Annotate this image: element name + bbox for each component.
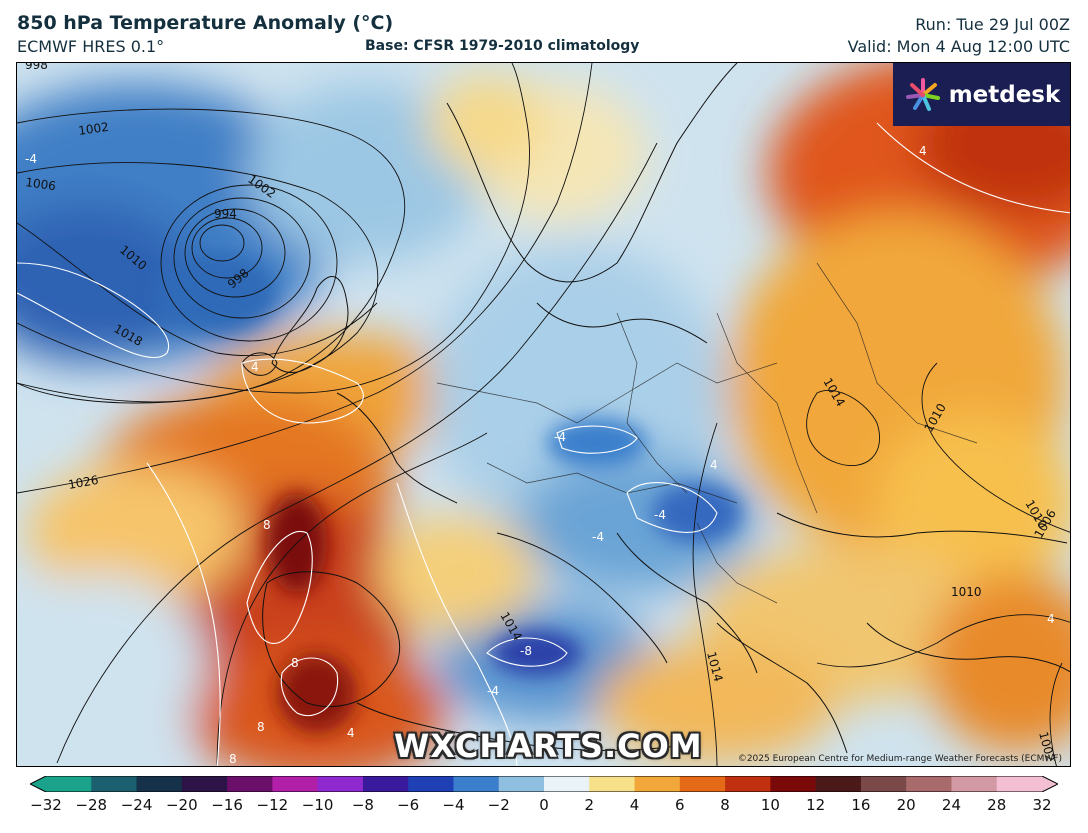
valid-time: Valid: Mon 4 Aug 12:00 UTC (847, 37, 1070, 56)
metdesk-star-icon (905, 77, 940, 111)
colorbar-tick-label: 32 (1032, 796, 1052, 814)
colorbar-tick-label: 16 (851, 796, 871, 814)
colorbar (30, 776, 1058, 792)
colorbar-tick-label: −20 (165, 796, 198, 814)
colorbar-segment (634, 776, 681, 792)
colorbar-tick-label: −16 (211, 796, 243, 814)
colorbar-tick-label: −4 (442, 796, 465, 814)
colorbar-segment (46, 776, 92, 792)
colorbar-segment (362, 776, 409, 792)
colorbar-segment (906, 776, 953, 792)
colorbar-tick-label: 24 (941, 796, 961, 814)
anomaly-label: -4 (554, 430, 566, 444)
colorbar-tick-label: −32 (30, 796, 62, 814)
isobar-label: 1026 (67, 473, 100, 492)
colorbar-tick-label: 2 (584, 796, 595, 814)
colorbar-segment (272, 776, 319, 792)
colorbar-segment (770, 776, 817, 792)
copyright-notice: ©2025 European Centre for Medium-range W… (737, 754, 1062, 764)
colorbar-segment (860, 776, 907, 792)
colorbar-tick-label: 8 (720, 796, 730, 814)
isobar-label: 994 (214, 207, 237, 221)
anomaly-label: -4 (487, 684, 499, 698)
anomaly-label: -4 (25, 152, 37, 166)
metdesk-logo: metdesk (893, 63, 1070, 126)
watermark: WXCHARTS.COM (394, 727, 703, 765)
run-time: Run: Tue 29 Jul 00Z (915, 15, 1070, 34)
anomaly-label: 4 (710, 458, 718, 472)
colorbar-tick-label: −24 (120, 796, 153, 814)
anomaly-label: 4 (1047, 612, 1055, 626)
colorbar-tick-label: −10 (301, 796, 334, 814)
colorbar-tick-label: 0 (539, 796, 549, 814)
anomaly-label: 4 (251, 360, 259, 374)
colorbar-segment (181, 776, 228, 792)
colorbar-tick-label: 20 (896, 796, 916, 814)
colorbar-segment (996, 776, 1043, 792)
coastlines (241, 63, 1070, 754)
colorbar-segment (815, 776, 862, 792)
country-borders (436, 262, 978, 604)
colorbar-segment (136, 776, 183, 792)
isobar-label: 998 (25, 63, 48, 72)
colorbar-tick-label: 28 (987, 796, 1007, 814)
colorbar-segment (544, 776, 590, 792)
anomaly-label: 8 (291, 656, 299, 670)
anomaly-label: 4 (919, 144, 927, 158)
colorbar-segment (725, 776, 771, 792)
colorbar-tick-label: −2 (487, 796, 510, 814)
isobar-label: 1002 (77, 120, 109, 138)
logo-text: metdesk (948, 81, 1061, 108)
anomaly-label: -4 (654, 508, 666, 522)
colorbar-segment (91, 776, 138, 792)
isobar-label: 1010 (951, 585, 982, 599)
climatology-base: Base: CFSR 1979-2010 climatology (365, 38, 640, 54)
colorbar-segment (227, 776, 273, 792)
anomaly-map: 998 1002 1006 1002 994 1010 998 1018 102… (16, 62, 1071, 767)
anomaly-label: 8 (257, 720, 265, 734)
colorbar-segment (408, 776, 455, 792)
colorbar-tick-label: 6 (675, 796, 685, 814)
chart-title: 850 hPa Temperature Anomaly (°C) (17, 12, 394, 34)
colorbar-tick-label: −6 (397, 796, 420, 814)
isobars (17, 63, 1070, 766)
anomaly-labels: 4 4 -4 8 8 8 8 -4 -4 -8 -4 4 4 -4 4 (25, 144, 1055, 766)
colorbar-segment (453, 776, 500, 792)
model-name: ECMWF HRES 0.1° (17, 37, 165, 56)
colorbar-tick-label: −8 (351, 796, 374, 814)
isobar-label: 1006 (25, 175, 57, 193)
colorbar-tick-label: 12 (806, 796, 826, 814)
colorbar-tick-label: −12 (256, 796, 289, 814)
anomaly-label: 4 (347, 726, 355, 740)
colorbar-segment (589, 776, 636, 792)
colorbar-left-arrow (30, 776, 46, 792)
colorbar-segment (498, 776, 545, 792)
colorbar-ticks: −32 −28 −24 −20 −16 −12 −10 −8 −6 −4 −2 0 2 4 6 8 10 12 16… (0, 796, 1088, 820)
anomaly-label: -4 (592, 530, 604, 544)
colorbar-tick-label: −28 (75, 796, 108, 814)
colorbar-tick-label: 4 (629, 796, 640, 814)
colorbar-tick-label: 10 (760, 796, 780, 814)
colorbar-segment (679, 776, 726, 792)
map-svg: 998 1002 1006 1002 994 1010 998 1018 102… (17, 63, 1070, 766)
anomaly-label: -8 (520, 644, 532, 658)
anomaly-label: 8 (229, 752, 237, 766)
anomaly-label: 8 (263, 518, 271, 532)
colorbar-right-arrow (1042, 776, 1058, 792)
colorbar-segment (317, 776, 364, 792)
colorbar-segment (951, 776, 998, 792)
anomaly-contours (17, 122, 1070, 766)
